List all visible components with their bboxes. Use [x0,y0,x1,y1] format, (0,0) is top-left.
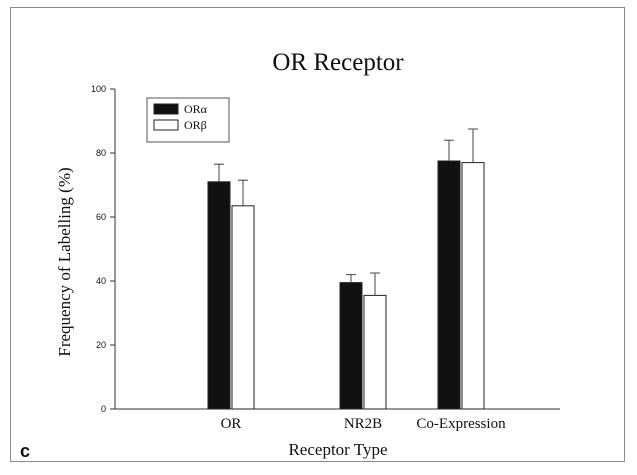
bars: OR NR2B Co-Expression [207,128,506,432]
y-tick-label: 60 [96,212,106,222]
x-tick-label: OR [221,416,242,432]
chart-title: OR Receptor [272,49,404,76]
panel-label: c [20,441,30,461]
x-tick-label: Co-Expression [416,416,506,432]
y-tick-label: 80 [96,148,106,158]
legend: ORα ORβ [146,97,230,143]
figure-frame [10,7,625,462]
y-tick-label: 40 [96,276,106,286]
legend-swatch-or-alpha [153,103,179,115]
axes: 0 20 40 60 80 100 [91,84,560,414]
y-tick-label: 20 [96,340,106,350]
legend-label: ORβ [184,118,207,132]
y-axis-label: Frequency of Labelling (%) [55,167,74,356]
x-tick-label: NR2B [344,416,382,432]
legend-swatch-or-beta [153,119,179,131]
x-axis-label: Receptor Type [288,440,387,459]
y-tick-label: 100 [91,84,106,94]
legend-label: ORα [184,102,208,116]
y-tick-label: 0 [101,404,106,414]
